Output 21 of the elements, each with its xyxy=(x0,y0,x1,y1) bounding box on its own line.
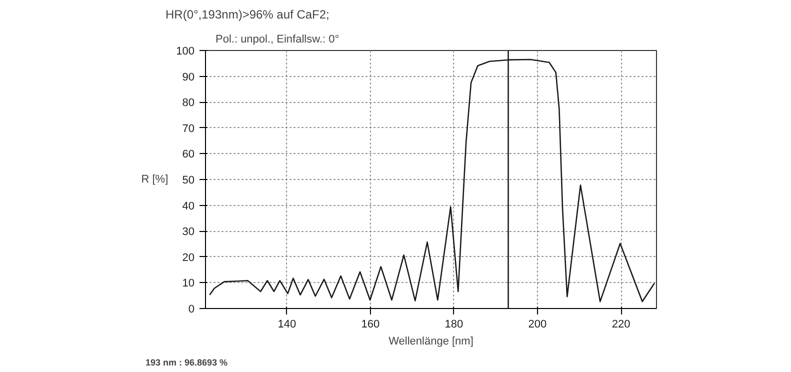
chart-title: HR(0°,193nm)>96% auf CaF2; xyxy=(166,8,330,22)
y-tick-label: 10 xyxy=(182,278,195,290)
x-tick-label: 200 xyxy=(528,318,547,330)
y-tick-label: 0 xyxy=(188,304,195,316)
y-tick-label: 50 xyxy=(182,174,195,186)
y-axis-title: R [%] xyxy=(141,174,168,186)
x-axis-title: Wellenlänge [nm] xyxy=(388,336,474,348)
x-tick-label: 220 xyxy=(612,318,630,330)
x-tick-label: 140 xyxy=(278,318,296,330)
y-tick-label: 40 xyxy=(182,200,195,212)
y-tick-label: 90 xyxy=(182,71,195,84)
y-tick-label: 30 xyxy=(182,226,195,238)
y-tick-label: 100 xyxy=(176,46,195,58)
x-tick-label: 160 xyxy=(361,318,380,330)
y-tick-label: 70 xyxy=(182,122,195,135)
y-tick-label: 80 xyxy=(182,97,195,110)
chart-subtitle: Pol.: unpol., Einfallsw.: 0° xyxy=(216,34,340,46)
x-tick-label: 180 xyxy=(444,318,464,330)
y-tick-label: 60 xyxy=(182,148,195,161)
y-tick-label: 20 xyxy=(182,252,195,264)
text: 193 nm : 96.8693 % xyxy=(146,358,228,368)
